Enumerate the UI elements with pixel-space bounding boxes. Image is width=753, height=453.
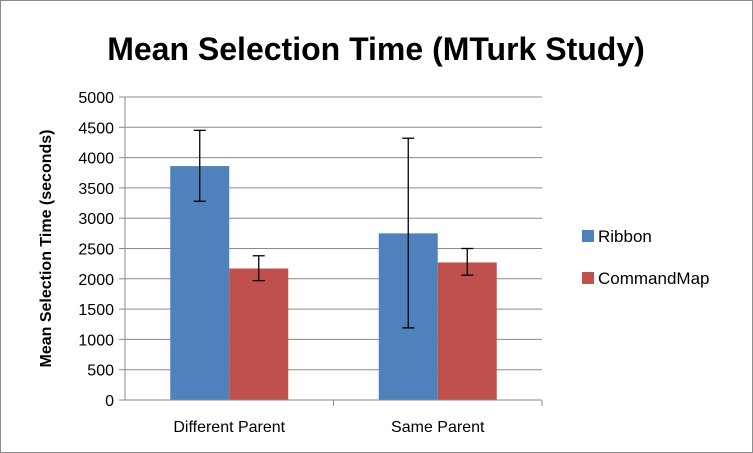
error-bars: [193, 129, 474, 329]
bar: [170, 166, 230, 400]
legend-swatch: [582, 272, 594, 284]
y-axis-label: Mean Selection Time (seconds): [38, 130, 55, 368]
y-tick-label: 1000: [78, 332, 114, 349]
bar: [229, 268, 289, 400]
legend: Ribbon CommandMap: [582, 227, 710, 288]
legend-label: Ribbon: [598, 227, 652, 246]
x-tick-label: Different Parent: [173, 419, 285, 436]
y-tick-label: 5000: [78, 90, 114, 107]
y-tick-label: 3500: [78, 181, 114, 198]
x-tick-label: Same Parent: [391, 419, 485, 436]
y-tick-label: 500: [87, 363, 114, 380]
y-tick-label: 2500: [78, 242, 114, 259]
legend-label: CommandMap: [598, 269, 710, 288]
y-tick-label: 0: [105, 393, 114, 410]
bar: [437, 262, 497, 400]
legend-swatch: [582, 230, 594, 242]
y-tick-label: 1500: [78, 302, 114, 319]
bars: [170, 166, 497, 400]
chart-title: Mean Selection Time (MTurk Study): [107, 31, 645, 67]
axes: 0 500 1000 1500 2000 2500 3000 3500 4000 4500 5000…: [78, 90, 543, 436]
y-tick-label: 3000: [78, 211, 114, 228]
y-tick-label: 2000: [78, 272, 114, 289]
y-tick-label: 4500: [78, 120, 114, 137]
y-tick-label: 4000: [78, 151, 114, 168]
